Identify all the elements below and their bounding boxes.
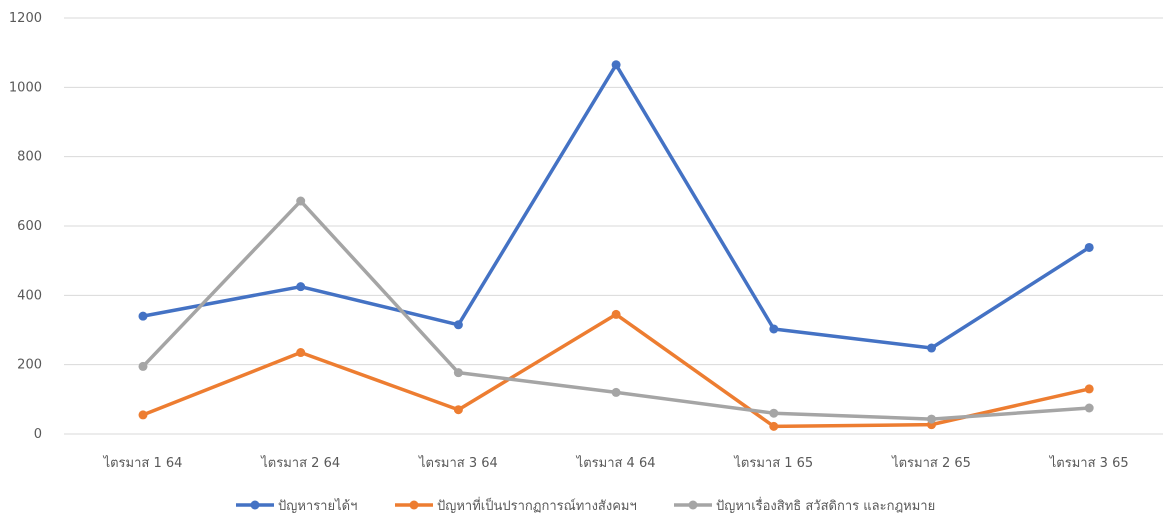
data-point — [1084, 242, 1094, 252]
data-point — [927, 343, 936, 353]
legend: ปัญหารายได้ฯ ปัญหาที่เป็นปรากฏการณ์ทางสัง… — [236, 496, 935, 514]
y-axis-tick-labels: 0 200 400 600 800 1000 1200 — [9, 11, 42, 442]
y-tick-label: 800 — [17, 150, 42, 165]
legend-item: ปัญหารายได้ฯ — [236, 498, 357, 514]
x-tick-label: ไตรมาส 2 64 — [260, 455, 340, 471]
x-tick-label: ไตรมาส 3 65 — [1049, 455, 1129, 471]
legend-item: ปัญหาเรื่องสิทธิ สวัสดิการ และกฎหมาย — [674, 497, 935, 514]
y-tick-label: 600 — [17, 219, 42, 234]
data-point — [1084, 384, 1094, 394]
data-point — [927, 414, 936, 424]
data-point — [138, 311, 148, 321]
x-axis-tick-labels: ไตรมาส 1 64 ไตรมาส 2 64 ไตรมาส 3 64 ไตรมาส … — [103, 455, 1129, 471]
x-tick-label: ไตรมาส 3 64 — [418, 455, 498, 471]
series-lines — [138, 60, 1094, 431]
data-point — [296, 348, 306, 358]
data-point — [769, 408, 779, 418]
series-3 — [138, 196, 1094, 424]
series-1 — [138, 60, 1094, 353]
data-point — [769, 421, 779, 431]
x-tick-label: ไตรมาส 1 65 — [733, 455, 813, 471]
legend-label: ปัญหาที่เป็นปรากฏการณ์ทางสังคมฯ — [437, 496, 637, 514]
data-point — [453, 368, 463, 378]
data-point — [296, 282, 306, 292]
x-tick-label: ไตรมาส 2 65 — [891, 455, 971, 471]
y-tick-label: 400 — [17, 288, 42, 303]
y-tick-label: 1000 — [9, 80, 42, 95]
legend-marker — [409, 500, 419, 510]
legend-marker — [688, 500, 698, 510]
y-tick-label: 200 — [17, 358, 42, 373]
y-tick-label: 0 — [34, 427, 42, 442]
legend-label: ปัญหารายได้ฯ — [278, 498, 357, 514]
data-point — [138, 361, 148, 371]
legend-item: ปัญหาที่เป็นปรากฏการณ์ทางสังคมฯ — [395, 496, 637, 514]
series-line — [141, 312, 1091, 429]
data-point — [453, 320, 463, 330]
legend-marker — [250, 500, 260, 510]
y-tick-label: 1200 — [9, 11, 42, 26]
data-point — [611, 60, 621, 70]
gridlines — [64, 17, 1163, 435]
legend-label: ปัญหาเรื่องสิทธิ สวัสดิการ และกฎหมาย — [716, 497, 935, 514]
data-point — [453, 405, 463, 415]
data-point — [296, 196, 306, 206]
data-point — [1084, 403, 1094, 413]
x-tick-label: ไตรมาส 1 64 — [103, 455, 183, 471]
data-point — [769, 324, 779, 334]
data-point — [138, 410, 148, 420]
data-point — [611, 309, 621, 319]
series-line — [141, 63, 1091, 350]
data-point — [611, 387, 621, 397]
x-tick-label: ไตรมาส 4 64 — [576, 455, 656, 471]
series-2 — [138, 309, 1094, 431]
